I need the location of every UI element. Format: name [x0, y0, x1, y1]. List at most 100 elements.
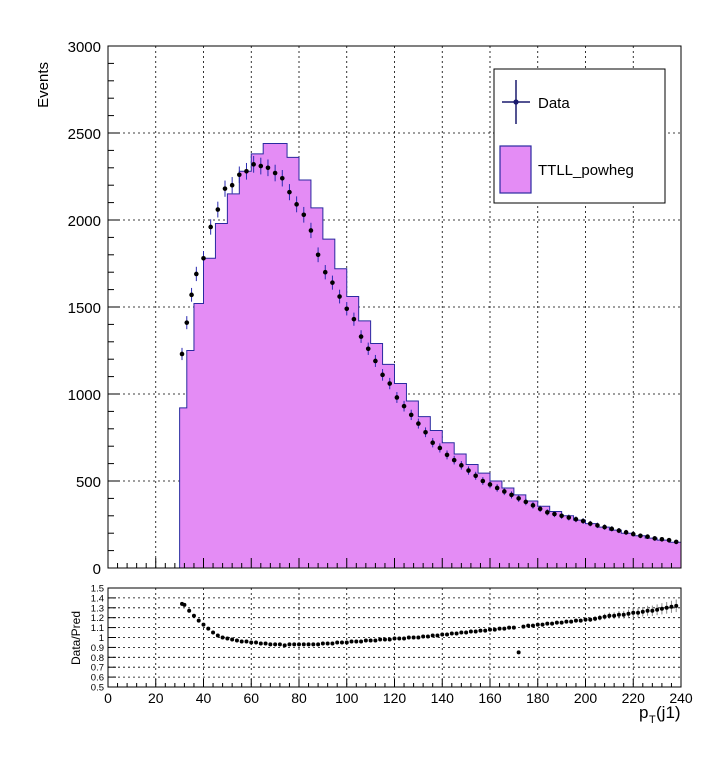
ratio-point [225, 636, 230, 641]
mc-histogram-fill [179, 142, 682, 569]
data-point [294, 202, 299, 207]
ratio-point [464, 630, 469, 635]
ratio-point [454, 631, 459, 636]
data-point [673, 539, 679, 545]
data-point [587, 521, 593, 526]
data-point [373, 358, 378, 364]
ratio-point [636, 610, 641, 615]
y-tick-label: 2500 [68, 126, 101, 143]
data-point [473, 473, 478, 479]
data-point [537, 506, 543, 512]
x-tick-label: 240 [669, 690, 693, 706]
data-point [201, 255, 206, 261]
data-point [184, 320, 190, 325]
ratio-point [397, 636, 402, 641]
ratio-point [349, 639, 354, 644]
data-point [623, 530, 629, 535]
data-point [523, 499, 529, 505]
x-tick-label: 20 [148, 690, 164, 706]
ratio-point [273, 642, 278, 647]
x-tick-label: 100 [335, 690, 359, 706]
ratio-y-tick-label: 0.9 [91, 643, 104, 654]
ratio-point [559, 620, 564, 625]
x-tick-label: 220 [622, 690, 646, 706]
data-point [602, 524, 607, 530]
ratio-y-tick-label: 1.4 [91, 593, 104, 604]
data-point [416, 421, 421, 426]
data-point [301, 212, 307, 218]
data-point [394, 395, 400, 400]
ratio-point [339, 640, 344, 645]
x-tick-label: 0 [104, 690, 112, 706]
data-point [208, 224, 213, 230]
ratio-point [330, 641, 335, 646]
data-point [337, 294, 342, 299]
ratio-point [631, 610, 636, 615]
ratio-point [445, 632, 450, 637]
ratio-point [187, 608, 192, 613]
data-point [466, 468, 471, 473]
data-point [552, 511, 557, 517]
ratio-point [573, 618, 578, 623]
ratio-y-tick-label: 0.5 [91, 683, 104, 694]
x-axis-title-rest: (j1) [656, 703, 681, 722]
data-point [215, 207, 221, 212]
ratio-point [359, 639, 364, 644]
data-point [480, 478, 486, 484]
ratio-y-tick-label: 0.6 [91, 673, 104, 684]
data-point [595, 523, 600, 528]
ratio-point [196, 618, 201, 623]
ratio-point [593, 616, 598, 621]
data-point [351, 316, 357, 322]
ratio-point [459, 630, 464, 635]
ratio-point [268, 642, 273, 647]
ratio-point [616, 612, 621, 617]
ratio-point [258, 641, 263, 646]
legend: Data TTLL_powheg [493, 68, 666, 204]
data-point [308, 228, 314, 233]
x-tick-label: 60 [243, 690, 259, 706]
x-tick-label: 140 [431, 690, 455, 706]
data-point [666, 537, 672, 543]
data-point [272, 170, 278, 176]
data-point [459, 463, 464, 468]
ratio-point [473, 629, 478, 634]
data-point [194, 271, 199, 277]
data-point [344, 306, 350, 312]
data-point [566, 515, 572, 520]
ratio-points [180, 599, 679, 655]
ratio-point [440, 632, 445, 637]
ratio-point [277, 642, 282, 647]
ratio-point [311, 642, 316, 647]
data-point [573, 516, 579, 522]
ratio-point [521, 624, 526, 629]
ratio-point [655, 607, 660, 612]
ratio-point [416, 635, 421, 640]
ratio-point [645, 608, 650, 613]
main-x-ticks [107, 558, 682, 568]
ratio-point [488, 627, 492, 632]
ratio-point [411, 635, 416, 640]
data-point [408, 412, 414, 418]
ratio-point [382, 637, 387, 642]
ratio-point [550, 621, 555, 626]
data-points [179, 155, 679, 545]
ratio-point [468, 629, 473, 634]
ratio-point [435, 633, 440, 638]
x-axis-title: p T (j1) [639, 703, 681, 726]
ratio-point [545, 621, 550, 626]
legend-data-marker [513, 99, 519, 105]
ratio-point [263, 641, 268, 646]
ratio-point [406, 635, 411, 640]
ratio-point [254, 640, 259, 645]
ratio-point [478, 628, 483, 633]
y-tick-label: 2000 [68, 213, 101, 230]
ratio-point [211, 630, 216, 635]
ratio-point [320, 641, 325, 646]
y-axis-title: Events [35, 62, 52, 108]
ratio-point [612, 613, 617, 618]
y-tick-label: 1500 [68, 300, 101, 317]
data-point [322, 269, 328, 275]
ratio-point [569, 619, 574, 624]
